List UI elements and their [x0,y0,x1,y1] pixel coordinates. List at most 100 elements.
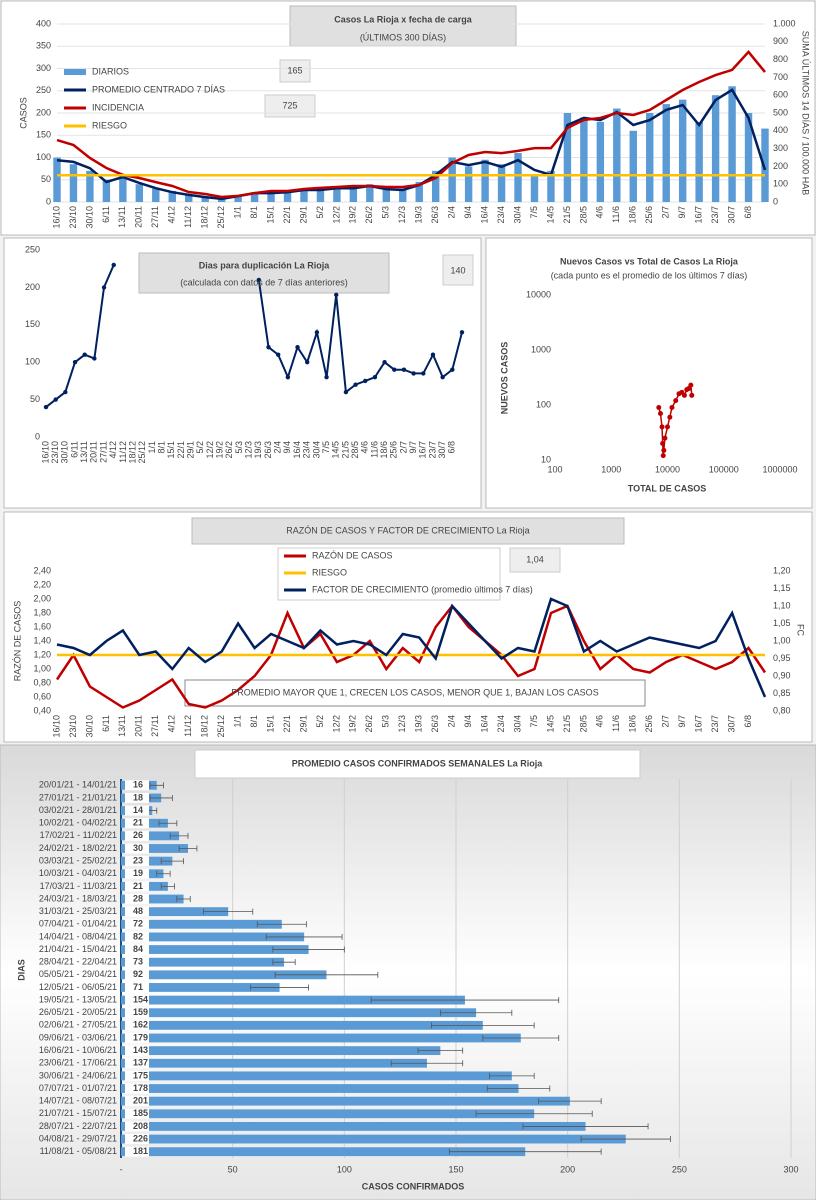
bar [121,894,184,904]
value-label: 226 [133,1133,148,1143]
x-tick-label: 2/7 [661,715,671,728]
bar [267,193,275,202]
x-tick-label: 23/10 [68,206,78,229]
bar [121,1033,521,1043]
y-tick-label: 1,80 [33,607,51,617]
x-tick-label: 20/11 [89,441,99,463]
x-tick-label: 26/3 [430,206,440,224]
value-label: 23 [133,855,143,865]
legend-label: RIESGO [312,567,347,577]
marker [363,378,368,384]
error-bar [158,820,178,827]
chart-title: Nuevos Casos vs Total de Casos La Rioja [560,256,739,266]
x-tick-label: 1000 [601,464,621,474]
value-label: 179 [133,1032,148,1042]
y-tick-label: 12/05/21 - 06/05/21 [39,982,117,992]
x-tick-label: 100000 [709,464,739,474]
x-tick-label: 12/3 [397,206,407,224]
error-bar [439,1009,513,1016]
y-tick-label: 300 [773,143,788,153]
error-bar [448,1148,602,1155]
error-bar [390,1060,464,1067]
x-tick-label: 14/5 [545,715,555,733]
bar [121,1109,535,1119]
label-bg [125,805,149,816]
bar [547,170,555,202]
y-tick-label: 800 [773,54,788,64]
x-tick-label: 9/7 [408,441,418,454]
bar [382,187,391,202]
x-tick-label: 9/4 [463,715,473,728]
label-bg [125,1108,149,1119]
label-bg [125,856,149,867]
value-label: 137 [133,1058,148,1068]
marker [266,345,271,350]
x-tick-label: 19/2 [215,441,225,459]
bar [69,164,78,202]
label-bg [125,894,149,905]
y-axis-title: CASOS [18,97,28,129]
label-bg [125,944,149,955]
label-bg [125,1121,149,1132]
bar [629,130,637,202]
marker [392,367,397,372]
label-bg [125,1058,149,1069]
marker [450,367,455,372]
label-bg [125,780,149,791]
x-tick-label: 23/7 [710,715,720,733]
error-bar [149,794,173,801]
y-tick-label: 21/07/21 - 15/07/21 [39,1108,117,1118]
label-bg [125,830,149,841]
marker [63,389,68,395]
marker [111,262,116,268]
y-tick-label: 1,60 [33,621,51,631]
line [56,597,767,698]
x-tick-label: 29/1 [298,206,308,224]
y-tick-label: 31/03/21 - 25/03/21 [39,906,117,916]
annotation: 1,04 [526,554,544,564]
y-tick-label: 100 [536,399,551,409]
x-tick-label: 13/11 [79,441,89,463]
x-axis-title: CASOS CONFIRMADOS [362,1181,465,1191]
y-tick-label: 1,20 [773,565,791,575]
bar [201,197,209,202]
line [658,382,693,456]
x-tick-label: 23/4 [496,715,506,733]
error-bar [160,883,175,890]
y-tick-label: 0 [773,196,778,206]
x-tick-label: 23/4 [302,441,312,459]
x-tick-label: 16/10 [40,441,50,464]
y-tick-label: 27/01/21 - 21/01/21 [39,792,117,802]
bar [217,198,226,202]
bar [121,1147,526,1157]
marker [334,292,339,298]
bar [711,95,720,202]
x-tick-label: 13/11 [117,206,127,228]
y-tick-label: 17/03/21 - 11/03/21 [40,881,117,891]
x-tick-label: 23/7 [427,441,437,459]
error-bar [486,1085,551,1092]
y-tick-label: 20/01/21 - 14/01/21 [39,780,117,790]
y-tick-label: 1.000 [773,18,796,28]
x-tick-label: 8/1 [249,206,259,219]
x-tick-label: 4/12 [167,206,177,224]
error-bar [176,896,191,903]
x-tick-label: 18/6 [379,441,389,459]
bar [761,128,769,202]
y-tick-label: 16/06/21 - 10/06/21 [39,1045,117,1055]
x-tick-label: 2/4 [273,441,283,454]
x-tick-label: 1/1 [147,441,157,454]
bar [185,195,193,202]
x-tick-label: 19/3 [253,441,263,459]
legend-label: INCIDENCIA [92,102,144,112]
bar [121,945,309,954]
bar [152,188,160,202]
y-tick-label: 24/02/21 - 18/02/21 [39,843,117,853]
error-bar [169,832,189,839]
y-tick-label: 10/02/21 - 04/02/21 [39,818,117,828]
x-tick-label: 300 [783,1164,798,1174]
bar [135,184,144,202]
label-bg [125,1045,149,1056]
x-tick-label: 18/6 [628,715,638,733]
y-tick-label: 10000 [526,289,551,299]
